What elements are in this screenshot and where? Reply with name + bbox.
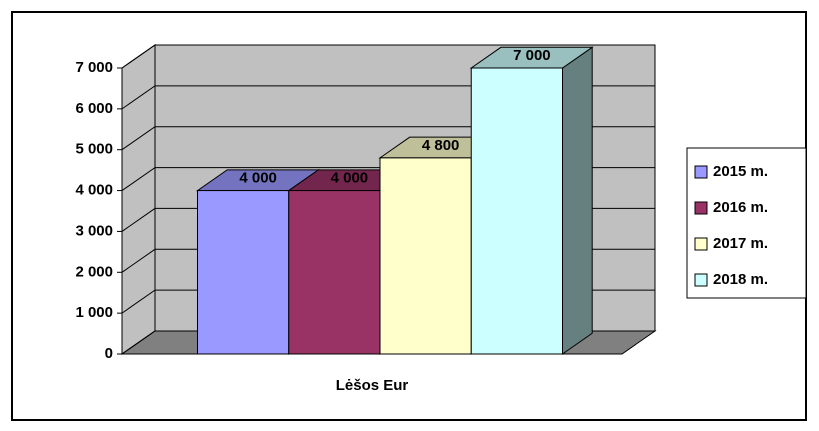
legend-swatch xyxy=(694,273,708,287)
bar xyxy=(470,67,563,355)
value-label: 4 000 xyxy=(239,170,277,187)
y-tick-label: 7 000 xyxy=(75,59,113,76)
legend-swatch xyxy=(694,201,708,215)
legend-label: 2016 m. xyxy=(713,199,768,216)
y-tick-label: 2 000 xyxy=(75,263,113,280)
legend-label: 2018 m. xyxy=(713,271,768,288)
grid-line xyxy=(121,44,655,69)
y-tick-label: 1 000 xyxy=(75,304,113,321)
legend-label: 2015 m. xyxy=(713,163,768,180)
y-tick-label: 3 000 xyxy=(75,222,113,239)
legend-label: 2017 m. xyxy=(713,235,768,252)
value-label: 4 800 xyxy=(422,137,460,154)
bar xyxy=(288,190,381,355)
legend-swatch xyxy=(694,237,708,251)
y-tick-label: 5 000 xyxy=(75,141,113,158)
y-tick-label: 0 xyxy=(105,345,113,362)
bar-side xyxy=(562,46,593,355)
side-wall xyxy=(121,44,156,355)
y-tick-label: 4 000 xyxy=(75,182,113,199)
x-tick-label: Lėšos Eur xyxy=(336,377,409,394)
value-label: 7 000 xyxy=(513,47,551,64)
y-tick-label: 6 000 xyxy=(75,100,113,117)
bar xyxy=(197,190,290,355)
bar xyxy=(379,157,472,355)
value-label: 4 000 xyxy=(331,170,369,187)
legend-swatch xyxy=(694,165,708,179)
